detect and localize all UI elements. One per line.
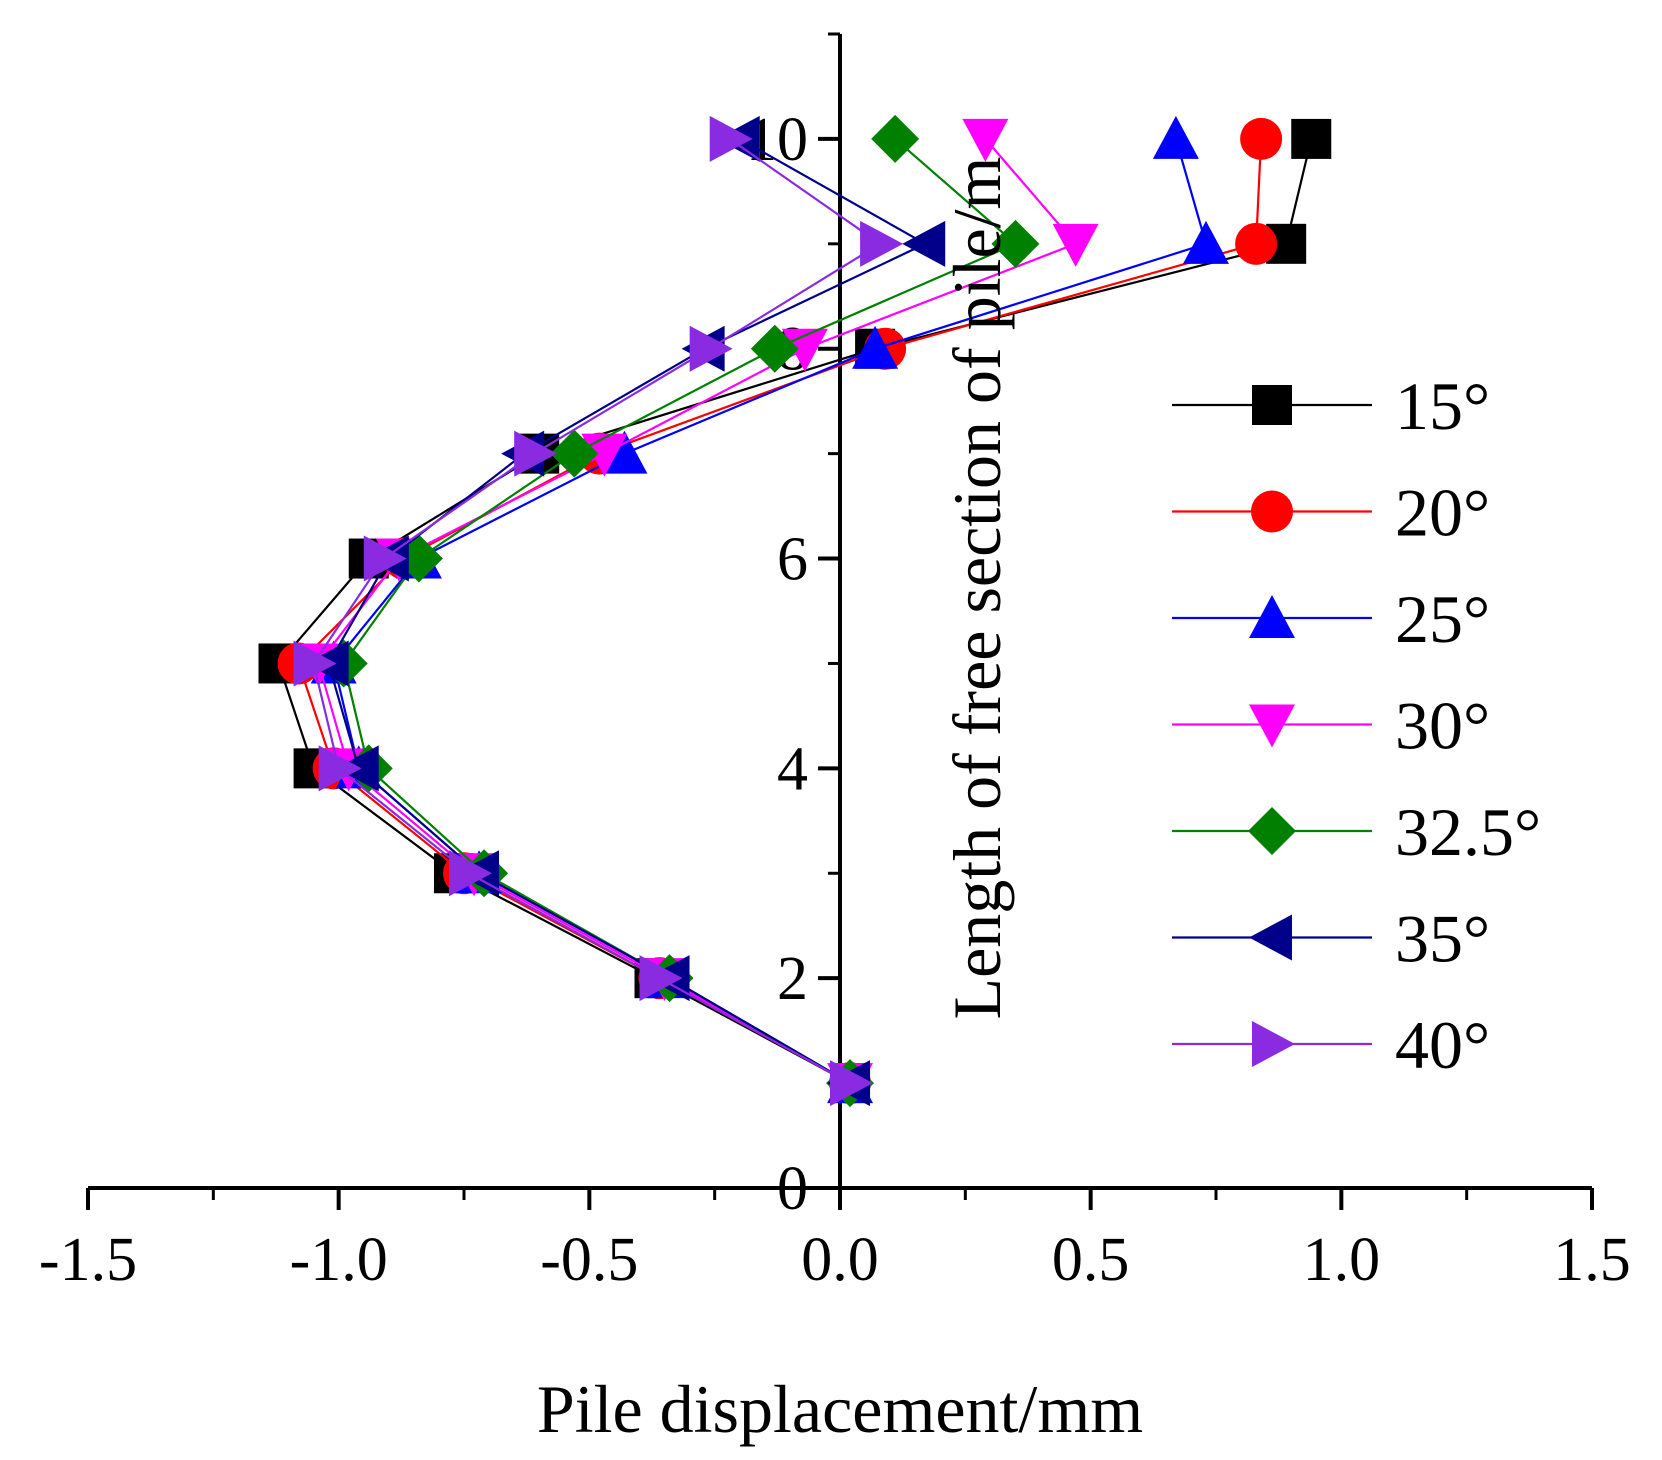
series-line xyxy=(342,138,1018,1085)
y-tick-label: 2 xyxy=(777,945,808,1013)
legend-marker xyxy=(1252,385,1292,425)
data-point xyxy=(550,429,599,478)
x-tick-label: -0.5 xyxy=(540,1226,638,1294)
x-tick-label: -1.0 xyxy=(290,1226,388,1294)
data-point xyxy=(962,118,1009,162)
y-tick-label: 4 xyxy=(777,735,808,803)
legend-item: 15° xyxy=(1172,368,1490,444)
data-point xyxy=(293,640,337,687)
data-point xyxy=(860,220,904,267)
series-line xyxy=(297,138,1263,1085)
legend-item: 20° xyxy=(1172,475,1490,551)
x-tick-label: 0.0 xyxy=(801,1226,879,1294)
data-point xyxy=(1052,223,1099,267)
x-tick-label: 0.5 xyxy=(1052,1226,1130,1294)
legend-marker xyxy=(1251,490,1293,533)
data-point xyxy=(1152,115,1199,159)
data-point xyxy=(1240,117,1283,160)
legend-marker xyxy=(1249,914,1292,961)
legend-item: 30° xyxy=(1172,688,1490,764)
legend-label: 35° xyxy=(1395,901,1490,977)
legend-label: 30° xyxy=(1395,688,1490,764)
legend-item: 35° xyxy=(1172,901,1490,977)
legend-marker xyxy=(1252,1021,1295,1067)
legend-item: 32.5° xyxy=(1172,794,1541,870)
data-point xyxy=(514,430,558,477)
ticks: -1.5-1.0-0.50.00.51.01.50246810 xyxy=(39,32,1631,1294)
legend-item: 40° xyxy=(1172,1007,1490,1083)
y-tick-label: 6 xyxy=(777,526,808,594)
data-point xyxy=(709,115,753,162)
series-group xyxy=(258,114,1332,1108)
legend-label: 20° xyxy=(1395,475,1490,551)
x-tick-label: -1.5 xyxy=(39,1226,137,1294)
legend-marker xyxy=(1248,807,1296,855)
x-tick-label: 1.0 xyxy=(1303,1226,1381,1294)
series-2 xyxy=(310,115,1229,1104)
data-point xyxy=(750,324,799,373)
data-point xyxy=(318,745,362,792)
legend-item: 25° xyxy=(1172,581,1490,657)
series-6 xyxy=(293,115,904,1107)
data-point xyxy=(601,430,648,474)
x-axis-title: Pile displacement/mm xyxy=(537,1371,1143,1447)
data-point xyxy=(639,955,683,1002)
y-tick-label: 0 xyxy=(777,1155,808,1223)
data-point xyxy=(902,220,946,267)
legend-label: 15° xyxy=(1395,368,1490,444)
data-point xyxy=(852,325,899,369)
axes xyxy=(88,34,1592,1190)
legend-label: 32.5° xyxy=(1395,794,1541,870)
data-point xyxy=(449,850,493,897)
legend: 15° 20° 25° 30° 32.5° 35° 40° xyxy=(1172,368,1541,1083)
legend-label: 40° xyxy=(1395,1007,1490,1083)
x-tick-label: 1.5 xyxy=(1553,1226,1631,1294)
data-point xyxy=(1291,118,1332,159)
data-point xyxy=(991,219,1040,268)
series-line xyxy=(332,138,1208,1085)
series-line xyxy=(312,137,883,1085)
legend-marker xyxy=(1249,595,1295,638)
data-point xyxy=(689,325,733,372)
data-point xyxy=(871,114,920,163)
data-point xyxy=(1235,222,1278,265)
series-line xyxy=(277,138,1313,1085)
data-point xyxy=(830,1060,874,1107)
data-point xyxy=(1182,220,1229,264)
data-point xyxy=(363,535,407,582)
legend-marker xyxy=(1249,704,1295,748)
series-line xyxy=(327,137,928,1085)
y-axis-title: Length of free section of pile/m xyxy=(939,157,1015,1020)
legend-label: 25° xyxy=(1395,581,1490,657)
